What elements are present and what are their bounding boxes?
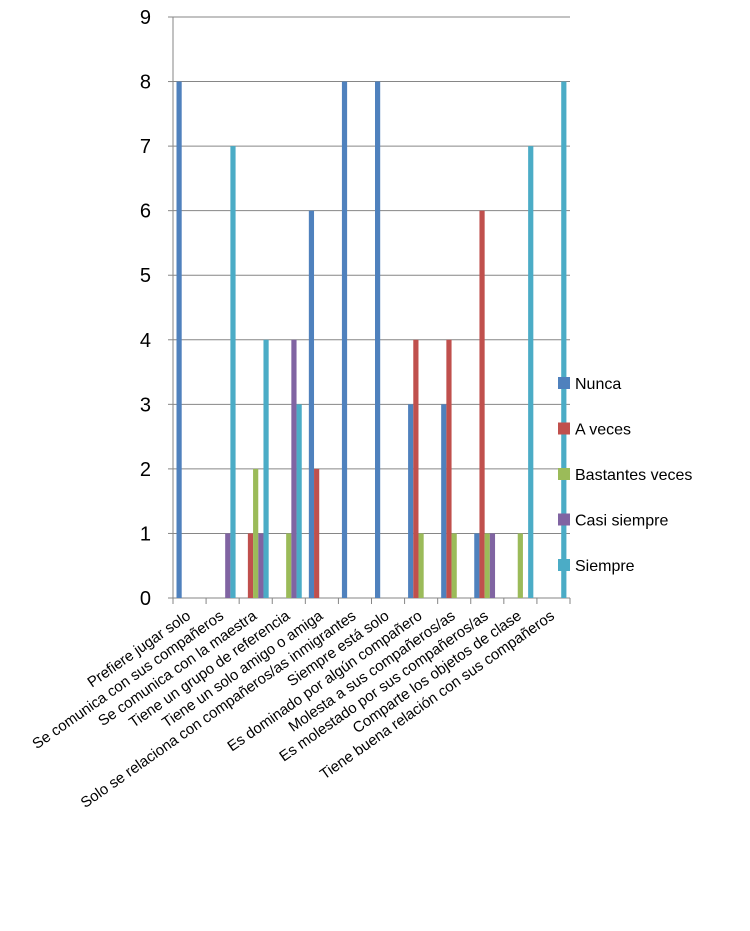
bar-siempre xyxy=(296,404,302,598)
bar-nunca xyxy=(341,81,348,599)
legend-label: Bastantes veces xyxy=(575,467,692,484)
bar-a-veces xyxy=(479,210,485,598)
bar-siempre xyxy=(230,146,236,598)
y-tick-label: 6 xyxy=(140,201,151,223)
bar-bastantes-veces xyxy=(418,533,424,598)
bar-a-veces xyxy=(446,339,452,598)
y-tick-label: 7 xyxy=(140,136,151,158)
bar-bastantes-veces xyxy=(484,533,490,598)
bar-nunca xyxy=(176,81,182,599)
bar-casi-siempre xyxy=(225,533,231,598)
bar-nunca xyxy=(474,533,480,598)
bar-a-veces xyxy=(247,533,254,598)
bar-bastantes-veces xyxy=(517,533,523,598)
gridlines xyxy=(173,16,570,534)
legend-label: Siempre xyxy=(575,558,635,575)
bar-bastantes-veces xyxy=(451,533,457,598)
axes xyxy=(168,16,571,604)
bar-bastantes-veces xyxy=(286,533,292,598)
bar-nunca xyxy=(375,81,381,599)
y-tick-label: 4 xyxy=(140,330,151,352)
legend-swatch xyxy=(558,468,570,480)
y-tick-label: 3 xyxy=(140,394,151,416)
y-tick-label: 9 xyxy=(140,7,151,29)
y-tick-label: 0 xyxy=(140,588,151,610)
legend-swatch xyxy=(558,513,570,526)
bar-casi-siempre xyxy=(258,533,264,598)
bar-nunca xyxy=(408,404,414,598)
y-tick-label: 2 xyxy=(140,459,151,481)
bar-siempre xyxy=(561,81,567,599)
bar-nunca xyxy=(308,210,315,598)
bar-a-veces xyxy=(413,339,419,598)
legend-swatch xyxy=(558,422,570,435)
bar-a-veces xyxy=(314,468,320,598)
bar-siempre xyxy=(263,339,269,598)
legend-label: A veces xyxy=(575,422,631,439)
bar-casi-siempre xyxy=(291,339,297,598)
bar-casi-siempre xyxy=(489,533,496,598)
legend-swatch xyxy=(558,377,570,389)
bar-siempre xyxy=(528,146,534,598)
bar-bastantes-veces xyxy=(253,468,259,598)
legend-label: Casi siempre xyxy=(575,513,668,530)
legend-label: Nunca xyxy=(575,376,621,393)
legend-swatch xyxy=(558,559,570,571)
y-tick-label: 1 xyxy=(140,523,151,545)
bar-nunca xyxy=(441,404,447,598)
legend: Nunca A veces Bastantes veces Casi siempre S… xyxy=(558,376,692,575)
bars xyxy=(176,81,567,599)
y-tick-label: 5 xyxy=(140,265,151,287)
y-tick-label: 8 xyxy=(140,72,151,94)
y-tick-labels: 0 1 2 3 4 5 6 7 8 9 xyxy=(140,7,151,610)
